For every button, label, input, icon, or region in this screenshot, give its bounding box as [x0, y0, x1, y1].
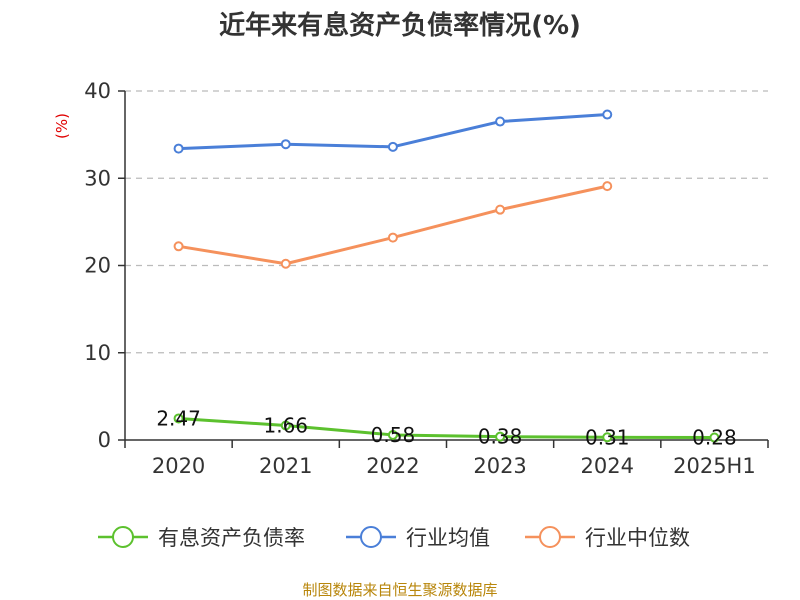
series-3 [173, 181, 613, 269]
legend[interactable]: 有息资产负债率 行业均值 行业中位数 [98, 526, 690, 550]
legend-label: 有息资产负债率 [158, 526, 305, 550]
data-label: 0.58 [371, 423, 416, 447]
chart-title: 近年来有息资产负债率情况(%) [219, 10, 581, 41]
x-tick-label: 2022 [366, 454, 419, 478]
data-point[interactable] [495, 431, 506, 442]
y-tick-label: 10 [84, 341, 111, 365]
legend-label: 行业均值 [406, 526, 490, 550]
data-point[interactable] [709, 432, 720, 443]
data-point[interactable] [173, 413, 184, 424]
data-point[interactable] [173, 241, 184, 252]
data-point[interactable] [602, 181, 613, 192]
data-point[interactable] [280, 139, 291, 150]
data-point[interactable] [602, 109, 613, 120]
y-tick-label: 20 [84, 254, 111, 278]
axes: 0 10 20 30 40 2020 2021 2022 2023 2024 2025H1 [84, 79, 769, 478]
data-label: 2.47 [156, 406, 201, 430]
series-line [177, 416, 716, 440]
source-note: 制图数据来自恒生聚源数据库 [302, 581, 497, 599]
data-point[interactable] [280, 258, 291, 269]
legend-circle-marker [112, 526, 134, 548]
data-point[interactable] [495, 204, 506, 215]
x-tick-label: 2025H1 [673, 454, 756, 478]
data-label: 0.38 [478, 425, 523, 449]
data-point[interactable] [387, 141, 398, 152]
y-tick-label: 40 [84, 79, 111, 103]
legend-label: 行业中位数 [585, 526, 690, 550]
data-point[interactable] [173, 143, 184, 154]
y-axis-unit-label: (%) [53, 113, 71, 139]
legend-item[interactable]: 行业中位数 [525, 526, 690, 550]
data-point[interactable] [387, 232, 398, 243]
data-label: 1.66 [263, 414, 308, 438]
series-line [177, 184, 609, 266]
x-tick-label: 2021 [259, 454, 312, 478]
grid-lines [125, 90, 768, 354]
legend-circle-marker [539, 526, 561, 548]
x-tick-label: 2024 [581, 454, 634, 478]
x-tick-label: 2023 [473, 454, 526, 478]
series-1 [173, 413, 720, 443]
legend-item[interactable]: 有息资产负债率 [98, 526, 305, 550]
data-label: 0.28 [692, 426, 737, 450]
legend-circle-marker [360, 526, 382, 548]
x-tick-label: 2020 [152, 454, 205, 478]
data-point[interactable] [495, 116, 506, 127]
data-point[interactable] [387, 429, 398, 440]
y-tick-label: 0 [98, 428, 111, 452]
data-point[interactable] [602, 432, 613, 443]
series-2 [173, 109, 613, 154]
data-label: 0.31 [585, 425, 630, 449]
data-labels: 2.47 1.66 0.58 0.38 0.31 0.28 [156, 406, 736, 449]
legend-item[interactable]: 行业均值 [346, 526, 490, 550]
y-tick-label: 30 [84, 166, 111, 190]
series-group [173, 109, 720, 443]
data-point[interactable] [280, 420, 291, 431]
